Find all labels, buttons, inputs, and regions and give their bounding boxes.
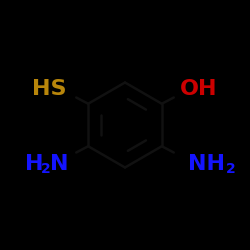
Text: H: H <box>25 154 44 174</box>
Text: 2: 2 <box>41 162 51 176</box>
Text: OH: OH <box>180 79 218 99</box>
Text: HS: HS <box>32 79 67 99</box>
Text: N: N <box>50 154 68 174</box>
Text: 2: 2 <box>226 162 236 176</box>
Text: NH: NH <box>188 154 225 174</box>
